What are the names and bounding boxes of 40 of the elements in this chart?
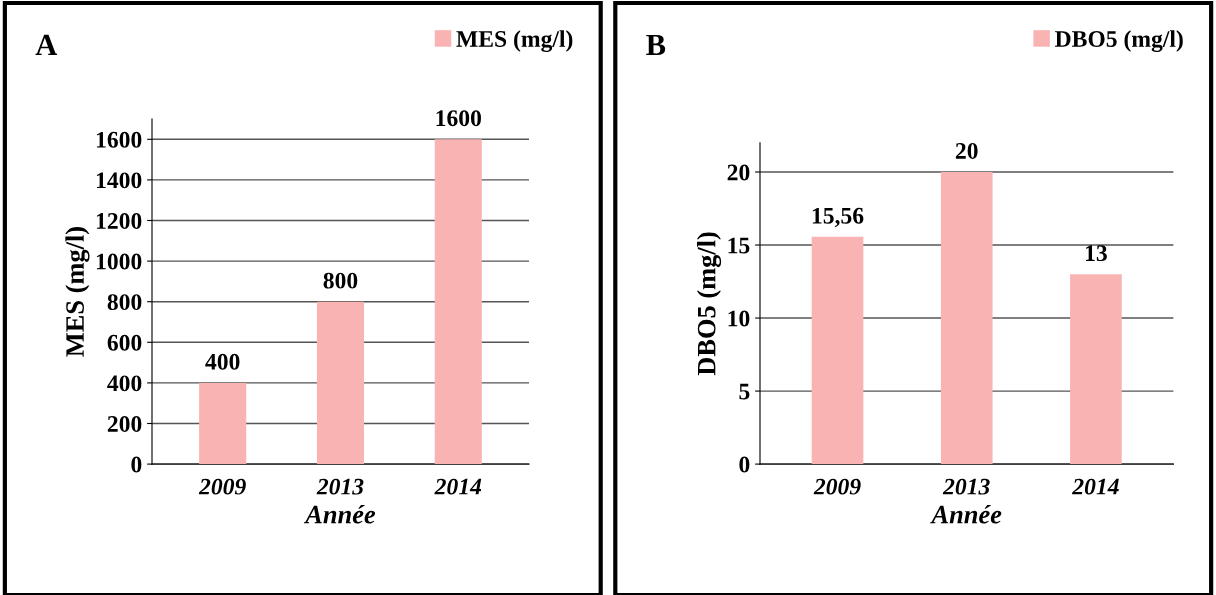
y-tick-label: 1600	[96, 131, 142, 148]
y-tick-label: 1200	[96, 212, 142, 229]
y-tick-label: 200	[107, 415, 142, 432]
x-tick-label: 2014	[434, 478, 482, 495]
y-tick-label: 10	[728, 310, 750, 327]
x-tick-label: 2013	[316, 478, 364, 495]
x-tick-label: 2009	[813, 478, 861, 495]
x-axis-title: Année	[303, 504, 376, 524]
y-axis-title: MES (mg/l)	[65, 227, 90, 357]
y-tick-label: 15	[728, 237, 750, 254]
bar	[434, 139, 482, 465]
legend-label: DBO5 (mg/l)	[1055, 30, 1183, 52]
x-tick-label: 2014	[1072, 478, 1119, 495]
data-label: 20	[955, 142, 978, 159]
bar	[940, 172, 993, 465]
bar	[316, 301, 365, 465]
data-label: 400	[205, 353, 240, 370]
y-tick-label: 800	[107, 294, 142, 311]
y-tick-label: 0	[131, 456, 142, 473]
bar	[1070, 274, 1122, 465]
bar	[811, 236, 864, 465]
y-tick-label: 0	[739, 456, 750, 473]
x-tick-label: 2009	[198, 478, 246, 495]
y-tick-label: 5	[739, 383, 750, 400]
y-tick-label: 600	[107, 334, 142, 351]
chart-title: B	[646, 34, 666, 56]
y-tick-label: 20	[727, 164, 750, 181]
y-tick-label: 1000	[96, 253, 142, 270]
chart-title: A	[35, 34, 58, 55]
bar	[199, 382, 247, 465]
data-label: 13	[1086, 245, 1107, 262]
x-axis-title: Année	[930, 504, 1002, 524]
y-tick-label: 400	[107, 375, 142, 392]
data-label: 800	[323, 272, 358, 289]
data-label: 1600	[436, 110, 481, 127]
y-tick-label: 1400	[96, 172, 142, 189]
data-label: 15,56	[812, 207, 864, 228]
y-axis-title: DBO5 (mg/l)	[696, 232, 722, 376]
legend-label: MES (mg/l)	[456, 30, 573, 52]
x-tick-label: 2013	[942, 478, 990, 495]
